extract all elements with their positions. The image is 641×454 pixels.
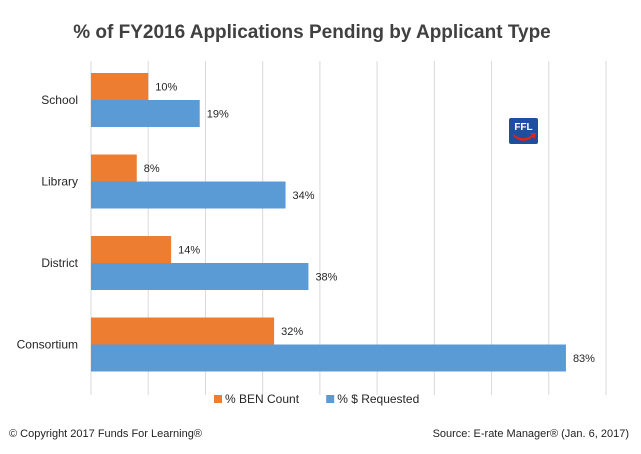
legend: % BEN Count % $ Requested	[214, 392, 419, 406]
chart-title: % of FY2016 Applications Pending by Appl…	[73, 22, 551, 43]
data-label: 19%	[207, 109, 229, 121]
source-text: Source: E-rate Manager® (Jan. 6, 2017)	[432, 428, 629, 440]
bar--ben-count	[91, 73, 149, 100]
bar--requested	[91, 344, 566, 372]
bar--requested	[91, 100, 200, 127]
category-label: Consortium	[17, 338, 78, 352]
legend-swatch	[214, 395, 222, 403]
legend-label: % BEN Count	[225, 392, 300, 406]
logo-arrow-icon	[513, 133, 536, 141]
data-label: 83%	[573, 353, 595, 365]
data-label: 10%	[155, 82, 177, 94]
bar--ben-count	[91, 154, 137, 182]
data-label: 32%	[281, 326, 303, 338]
data-label: 38%	[315, 272, 337, 284]
bar--requested	[91, 263, 309, 290]
category-label: Library	[41, 175, 78, 189]
category-label: School	[41, 93, 78, 107]
bar--ben-count	[91, 317, 275, 345]
data-label: 34%	[293, 190, 315, 202]
copyright-text: © Copyright 2017 Funds For Learning®	[9, 428, 202, 440]
bar--requested	[91, 181, 286, 209]
bars	[91, 73, 566, 372]
legend-label: % $ Requested	[337, 392, 419, 406]
category-label: District	[41, 256, 78, 270]
labels: School 10% 19% Library 8% 34% District 14% 38% Co…	[17, 82, 596, 366]
data-label: 14%	[178, 245, 200, 257]
ffl-logo: FFL	[509, 118, 538, 144]
legend-swatch	[326, 395, 335, 403]
data-label: 8%	[144, 163, 160, 175]
bar--ben-count	[91, 236, 172, 263]
logo-text: FFL	[514, 122, 532, 133]
